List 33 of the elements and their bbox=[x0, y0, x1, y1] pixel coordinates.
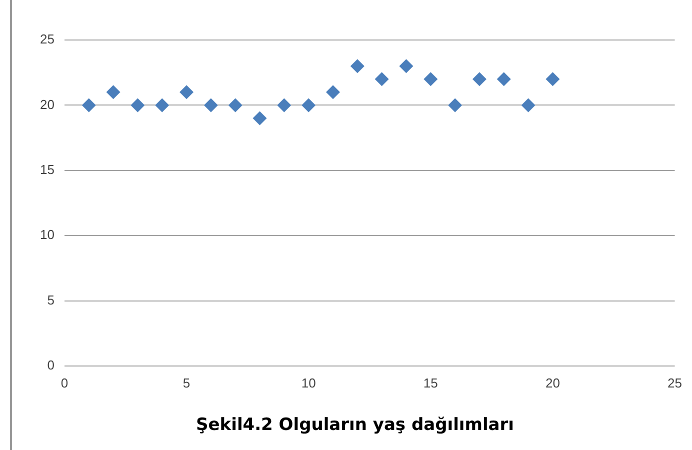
point bbox=[130, 98, 145, 112]
point bbox=[546, 72, 560, 86]
point bbox=[326, 85, 340, 100]
point bbox=[302, 98, 316, 112]
point bbox=[82, 98, 96, 112]
x-tick-label: 20 bbox=[545, 375, 560, 390]
point bbox=[180, 85, 194, 100]
point bbox=[155, 98, 170, 112]
point bbox=[106, 85, 120, 100]
point bbox=[399, 59, 414, 74]
y-tick-label: 0 bbox=[47, 358, 54, 373]
x-tick-label: 5 bbox=[182, 375, 190, 390]
point bbox=[277, 98, 292, 112]
y-tick-label: 20 bbox=[40, 96, 54, 112]
point bbox=[374, 72, 389, 86]
y-tick-label: 10 bbox=[40, 227, 54, 242]
y-tick-label: 5 bbox=[47, 292, 54, 308]
point bbox=[448, 98, 462, 112]
text: Şekil4.2 Olguların yaş dağılımları bbox=[196, 415, 514, 436]
point bbox=[228, 98, 242, 112]
point bbox=[350, 59, 364, 74]
x-tick-label: 25 bbox=[668, 375, 682, 390]
point bbox=[252, 111, 267, 126]
point bbox=[521, 98, 536, 112]
y-tick-label: 25 bbox=[40, 32, 54, 47]
x-tick-label: 10 bbox=[301, 375, 316, 390]
point bbox=[472, 72, 486, 86]
x-tick-label: 15 bbox=[423, 375, 438, 390]
point bbox=[424, 72, 438, 86]
y-tick-label: 15 bbox=[40, 162, 54, 177]
point bbox=[204, 98, 218, 112]
x-tick-label: 0 bbox=[60, 375, 68, 390]
point bbox=[496, 72, 511, 86]
